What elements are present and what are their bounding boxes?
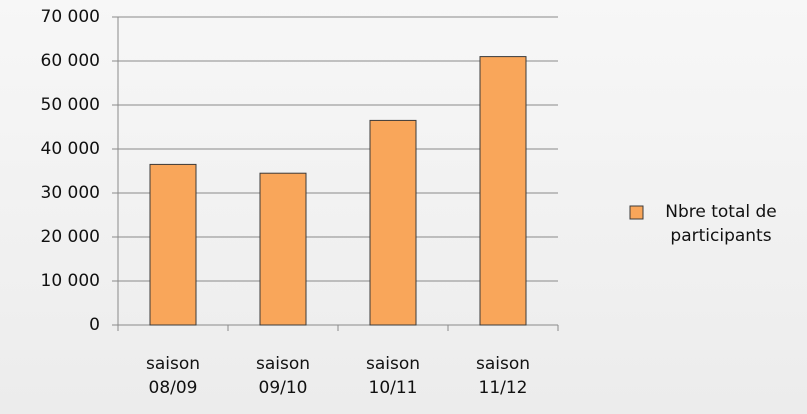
y-tick-label: 50 000 <box>41 95 100 115</box>
bar <box>149 163 197 326</box>
y-tick-label: 70 000 <box>41 7 100 27</box>
bar <box>369 119 417 326</box>
y-tick-label: 10 000 <box>41 271 100 291</box>
bar <box>479 56 527 326</box>
bar <box>259 172 307 326</box>
y-tick-label: 30 000 <box>41 183 100 203</box>
x-tick-label: saison 09/10 <box>255 354 311 398</box>
legend-label: Nbre total de participants <box>665 202 777 246</box>
y-tick-label: 60 000 <box>41 51 100 71</box>
y-tick-label: 20 000 <box>41 227 100 247</box>
y-tick-label: 0 <box>89 315 100 335</box>
y-tick-label: 40 000 <box>41 139 100 159</box>
x-tick-label: saison 10/11 <box>365 354 421 398</box>
legend-swatch <box>629 205 644 220</box>
x-tick-label: saison 11/12 <box>475 354 531 398</box>
x-tick-label: saison 08/09 <box>145 354 201 398</box>
